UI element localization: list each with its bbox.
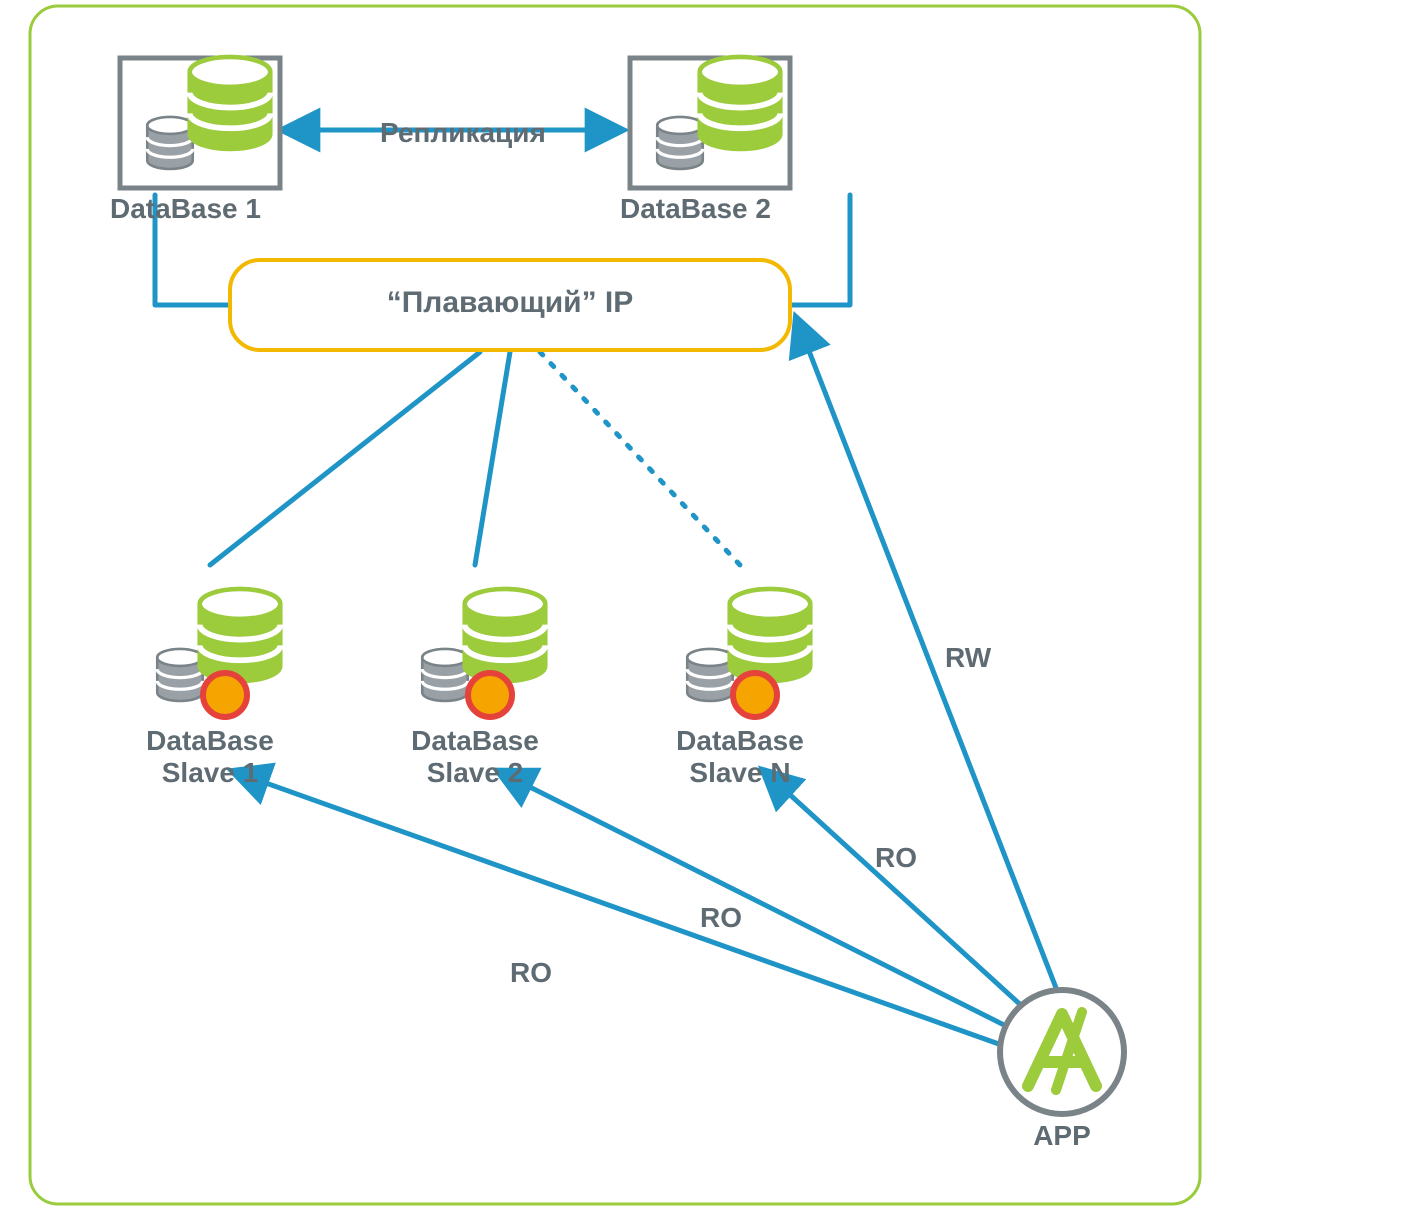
label-slaveN: DataBase Slave N <box>640 725 840 789</box>
edge-app-ro-sN <box>765 772 1035 1018</box>
edge-app-ro-s2 <box>500 772 1020 1033</box>
label-floating-ip: “Плавающий” IP <box>230 286 790 320</box>
edge-label-replication: Репликация <box>380 117 546 149</box>
edge-label-app-ro-sN: RO <box>875 842 917 874</box>
node-slave1 <box>157 589 280 717</box>
node-app <box>1000 990 1124 1114</box>
edge-label-app-ro-s1: RO <box>510 957 552 989</box>
edge-float-s2 <box>475 352 510 565</box>
node-slave2 <box>422 589 545 717</box>
label-slave2: DataBase Slave 2 <box>375 725 575 789</box>
edge-float-s1 <box>210 352 480 565</box>
label-slave1: DataBase Slave 1 <box>110 725 310 789</box>
label-db2: DataBase 2 <box>620 193 840 225</box>
node-slaveN <box>687 589 810 717</box>
edge-app-rw <box>797 320 1058 993</box>
node-db2 <box>630 57 790 188</box>
edge-label-app-rw: RW <box>945 642 991 674</box>
edge-app-ro-s1 <box>235 772 1010 1048</box>
node-db1 <box>120 57 280 188</box>
label-app: APP <box>1000 1120 1124 1152</box>
label-db1: DataBase 1 <box>110 193 330 225</box>
edge-float-sN <box>540 352 740 565</box>
edge-label-app-ro-s2: RO <box>700 902 742 934</box>
